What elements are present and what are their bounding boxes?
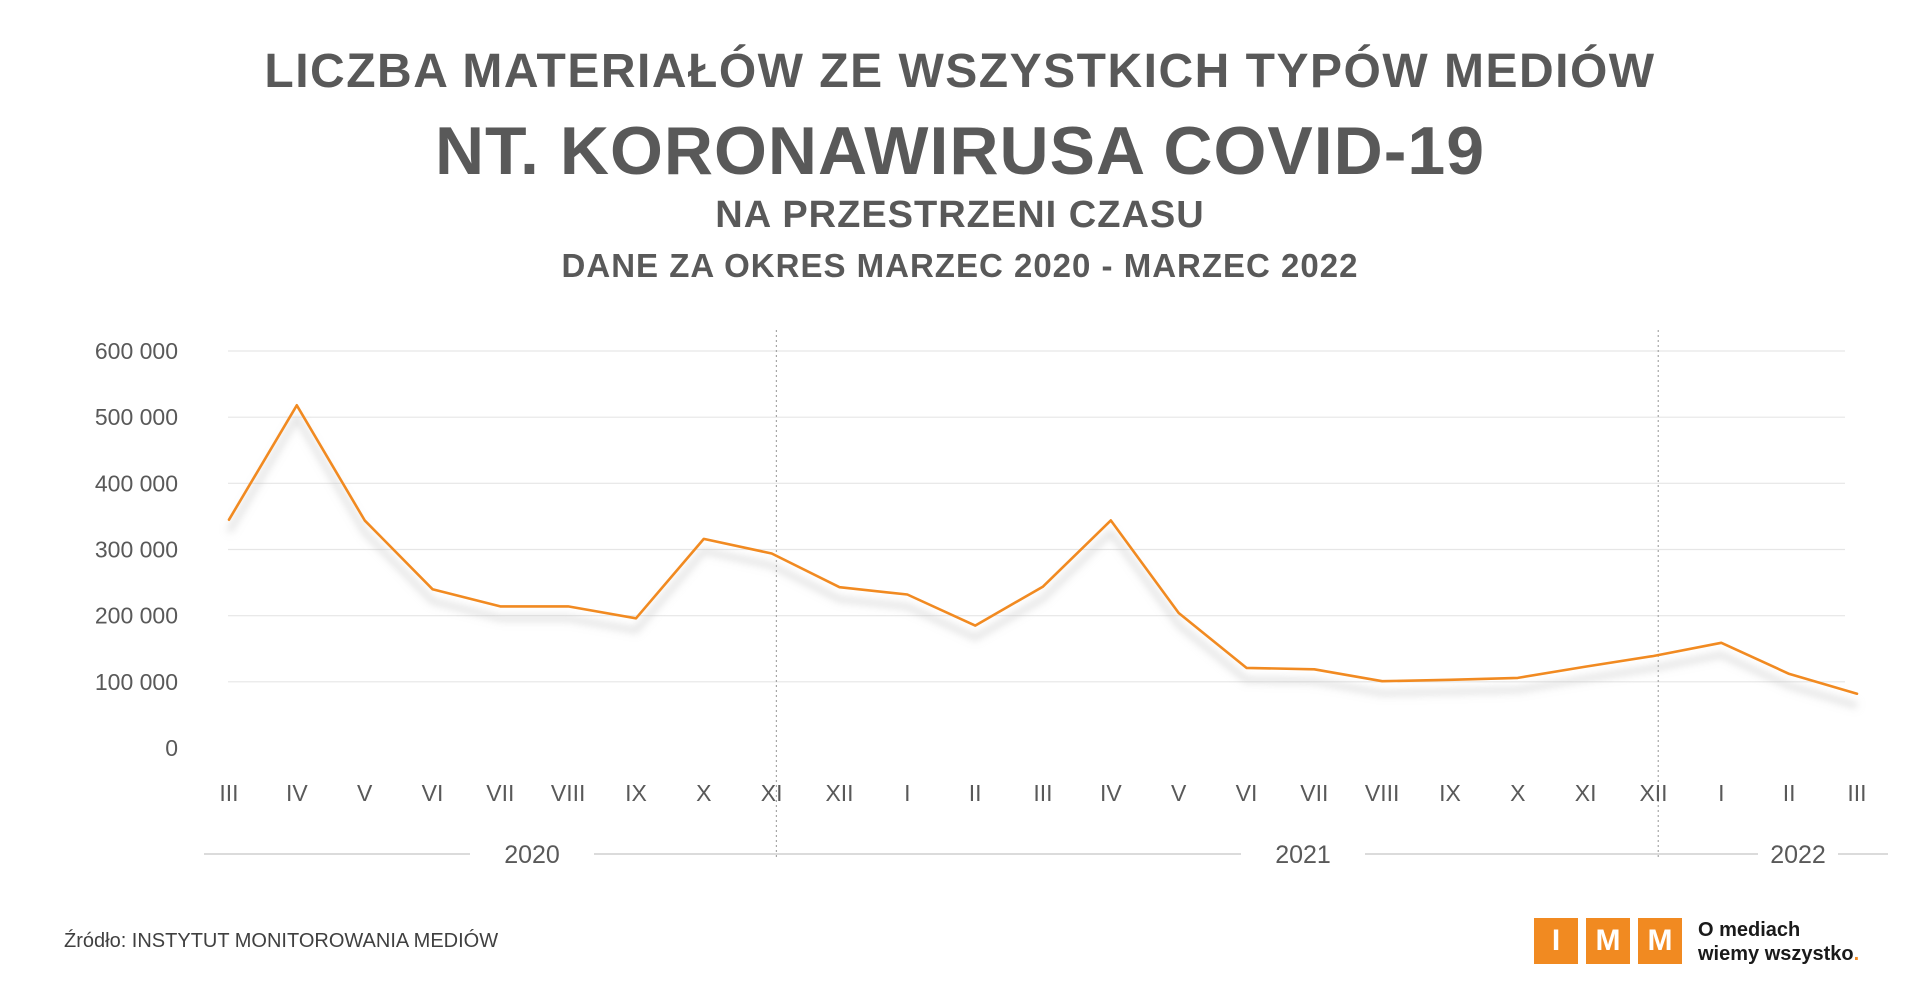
- x-tick-label: III: [1847, 780, 1866, 806]
- x-tick-label: II: [969, 780, 982, 806]
- data-point: [770, 551, 774, 555]
- x-tick-label: III: [219, 780, 238, 806]
- x-tick-label: XII: [825, 780, 853, 806]
- data-point: [702, 537, 706, 541]
- y-axis-ticks: 0 100 000 200 000 300 000 400 000 500 000 600 …: [95, 338, 178, 761]
- x-tick-label: IX: [625, 780, 647, 806]
- data-point: [1448, 678, 1452, 682]
- year-label: 2020: [504, 841, 560, 869]
- y-tick-label: 400 000: [95, 470, 178, 496]
- x-tick-label: V: [1171, 780, 1187, 806]
- x-tick-label: VI: [1236, 780, 1258, 806]
- chart-period: DANE ZA OKRES MARZEC 2020 - MARZEC 2022: [561, 247, 1359, 284]
- x-tick-label: V: [357, 780, 373, 806]
- data-point: [363, 518, 367, 522]
- data-point: [1041, 585, 1045, 589]
- chart-subtitle: NA PRZESTRZENI CZASU: [715, 194, 1205, 236]
- slogan-line2: wiemy wszystko: [1698, 943, 1854, 965]
- x-tick-label: VIII: [551, 780, 586, 806]
- chart-title-line1: LICZBA MATERIAŁÓW ZE WSZYSTKICH TYPÓW ME…: [264, 45, 1656, 98]
- year-label: 2022: [1770, 841, 1826, 869]
- x-tick-label: XI: [1575, 780, 1597, 806]
- x-tick-label: VII: [1300, 780, 1328, 806]
- data-point: [905, 592, 909, 596]
- series-line-path: [227, 403, 1859, 696]
- data-point: [1380, 679, 1384, 683]
- x-tick-label: III: [1033, 780, 1052, 806]
- x-tick-label: VI: [422, 780, 444, 806]
- chart-title-line2: NT. KORONAWIRUSA COVID-19: [434, 113, 1486, 189]
- data-point: [634, 616, 638, 620]
- x-tick-label: II: [1783, 780, 1796, 806]
- slogan-dot: .: [1853, 943, 1860, 965]
- line-chart: 0 100 000 200 000 300 000 400 000 500 000 600 …: [95, 330, 1888, 869]
- data-point: [1652, 654, 1656, 658]
- data-point: [973, 624, 977, 628]
- y-tick-label: 500 000: [95, 404, 178, 430]
- y-tick-label: 0: [165, 735, 178, 761]
- imm-logo: I M M O mediach wiemy wszystko.: [1534, 918, 1894, 968]
- logo-letter-i: I: [1534, 918, 1578, 964]
- data-point: [1245, 666, 1249, 670]
- data-point: [838, 585, 842, 589]
- x-axis-ticks: III IV V VI VII VIII IX X XI XII I II III IV V VI VII VII…: [219, 780, 1866, 806]
- logo-slogan: O mediach wiemy wszystko.: [1698, 918, 1859, 966]
- data-point: [1855, 692, 1859, 696]
- x-tick-label: IX: [1439, 780, 1461, 806]
- series-line: [227, 403, 1859, 696]
- x-tick-label: XII: [1639, 780, 1667, 806]
- year-separators: [775, 330, 1659, 858]
- x-tick-label: X: [696, 780, 711, 806]
- x-tick-label: IV: [1100, 780, 1122, 806]
- y-tick-label: 100 000: [95, 669, 178, 695]
- x-tick-label: I: [904, 780, 910, 806]
- y-tick-label: 600 000: [95, 338, 178, 364]
- source-note: Źródło: INSTYTUT MONITOROWANIA MEDIÓW: [64, 930, 499, 952]
- y-tick-label: 200 000: [95, 603, 178, 629]
- data-point: [1719, 641, 1723, 645]
- x-tick-label: VIII: [1365, 780, 1400, 806]
- x-tick-label: XI: [761, 780, 783, 806]
- logo-letter-m2: M: [1638, 918, 1682, 964]
- data-point: [227, 518, 231, 522]
- data-point: [1312, 667, 1316, 671]
- logo-letter-m1: M: [1586, 918, 1630, 964]
- data-point: [566, 604, 570, 608]
- data-point: [1584, 665, 1588, 669]
- year-axis: 2020 2021 2022: [204, 841, 1888, 869]
- y-tick-label: 300 000: [95, 537, 178, 563]
- gridlines: [228, 350, 1845, 683]
- series-shadow-line: [226, 414, 1858, 709]
- series-shadow: [226, 414, 1858, 709]
- slogan-line1: O mediach: [1698, 919, 1801, 941]
- data-point: [1516, 676, 1520, 680]
- x-tick-label: VII: [486, 780, 514, 806]
- data-point: [1177, 611, 1181, 615]
- data-point: [498, 604, 502, 608]
- data-point: [295, 403, 299, 407]
- x-tick-label: I: [1718, 780, 1724, 806]
- year-label: 2021: [1275, 841, 1331, 869]
- x-tick-label: IV: [286, 780, 308, 806]
- data-point: [1787, 672, 1791, 676]
- data-point: [431, 587, 435, 591]
- x-tick-label: X: [1510, 780, 1525, 806]
- data-point: [1109, 518, 1113, 522]
